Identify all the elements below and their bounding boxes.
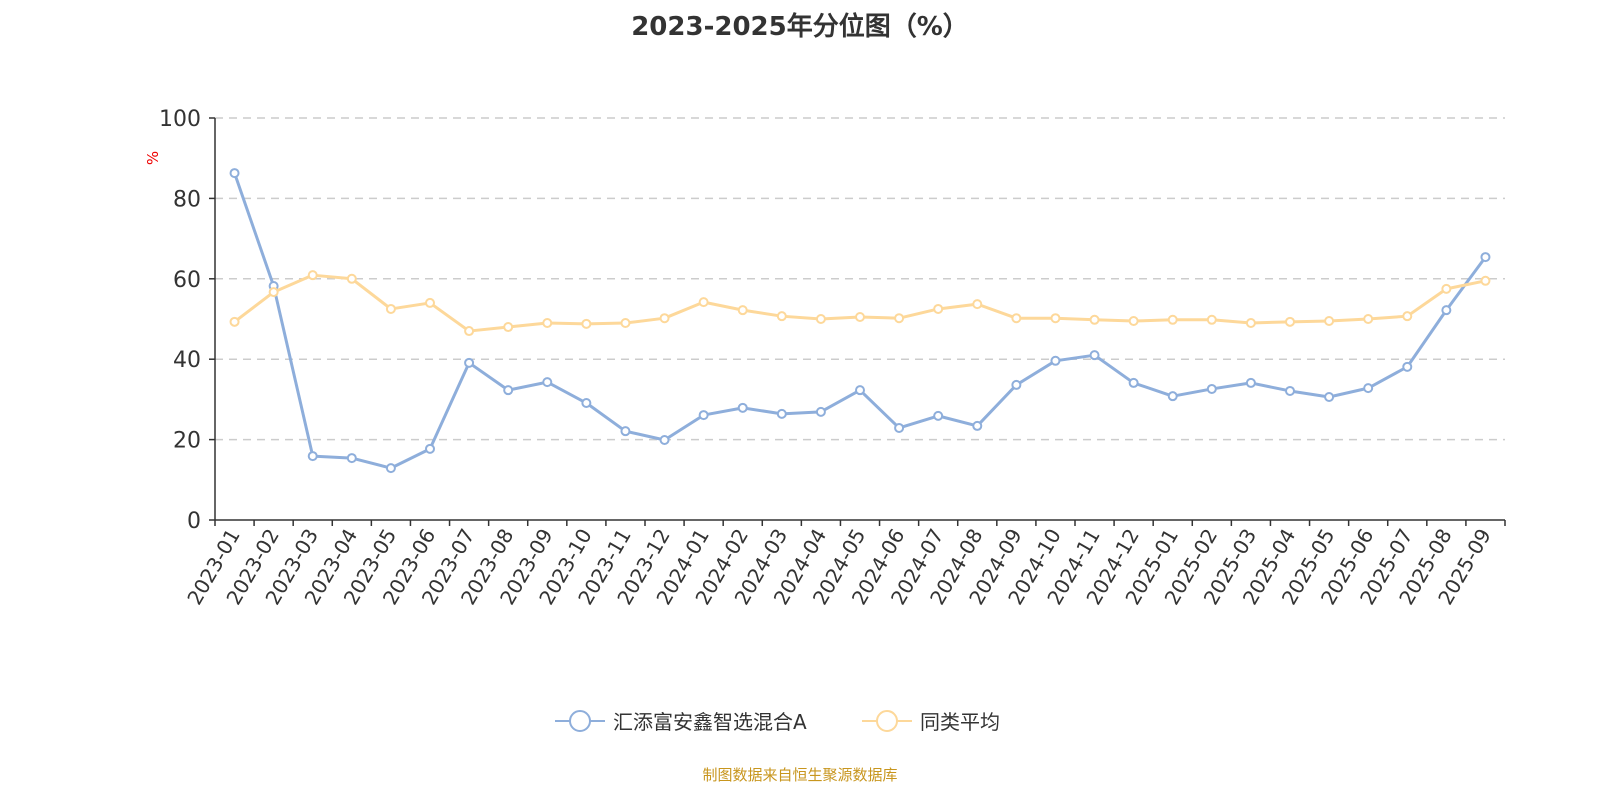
data-point-0 [894, 422, 905, 433]
data-point-0 [1011, 379, 1022, 390]
data-point-0 [346, 453, 357, 464]
y-tick-label: 0 [187, 509, 201, 534]
data-point-1 [1206, 314, 1217, 325]
data-point-1 [1402, 311, 1413, 322]
data-point-1 [307, 270, 318, 281]
data-point-1 [581, 318, 592, 329]
data-point-1 [855, 311, 865, 322]
data-point-1 [542, 318, 553, 329]
legend-label: 汇添富安鑫智选混合A [613, 710, 807, 734]
data-point-1 [1480, 275, 1491, 286]
data-point-0 [1480, 252, 1491, 263]
data-point-0 [972, 420, 983, 431]
data-point-0 [1324, 391, 1335, 402]
y-tick-label: 100 [159, 107, 201, 132]
data-point-1 [1363, 314, 1374, 324]
data-point-1 [503, 322, 514, 333]
data-point-1 [776, 311, 787, 322]
data-point-0 [385, 463, 396, 474]
data-point-0 [425, 443, 435, 454]
data-point-0 [698, 410, 709, 421]
data-point-0 [464, 357, 475, 368]
data-point-0 [1167, 391, 1178, 402]
data-point-0 [503, 385, 514, 396]
data-point-1 [425, 297, 435, 308]
data-point-0 [307, 451, 318, 462]
data-point-0 [776, 408, 787, 419]
data-point-1 [894, 313, 905, 324]
data-point-1 [1050, 313, 1061, 324]
data-point-1 [737, 305, 748, 316]
data-point-1 [815, 314, 826, 324]
data-point-0 [1089, 350, 1100, 361]
data-point-1 [972, 299, 983, 310]
legend-item-fund[interactable]: 汇添富安鑫智选混合A [555, 706, 807, 735]
data-point-1 [1245, 318, 1256, 329]
data-point-1 [1011, 313, 1022, 324]
data-point-1 [385, 303, 396, 314]
y-tick-label: 20 [173, 429, 201, 454]
data-point-1 [698, 297, 709, 308]
data-point-0 [1402, 361, 1413, 372]
data-point-1 [659, 313, 670, 324]
data-point-0 [1128, 377, 1139, 388]
data-point-1 [268, 287, 279, 298]
y-tick-label: 80 [173, 187, 201, 212]
data-point-1 [1324, 316, 1335, 327]
chart-title: 2023-2025年分位图（%） [631, 12, 969, 42]
data-point-0 [855, 385, 865, 396]
data-point-0 [581, 398, 592, 409]
data-point-0 [933, 410, 944, 421]
data-point-1 [933, 303, 944, 314]
data-point-0 [542, 377, 553, 388]
data-point-1 [1167, 314, 1178, 325]
data-source-note: 制图数据来自恒生聚源数据库 [702, 766, 898, 784]
data-point-1 [229, 316, 240, 327]
data-point-0 [737, 402, 748, 413]
data-point-0 [1441, 305, 1452, 316]
data-point-1 [464, 326, 475, 337]
data-point-1 [346, 273, 357, 284]
data-point-0 [1050, 355, 1061, 366]
legend-item-peer-average[interactable]: 同类平均 [862, 706, 1000, 735]
data-point-1 [1441, 283, 1452, 294]
y-axis-label: % [144, 151, 162, 165]
legend-label: 同类平均 [920, 710, 1000, 734]
data-point-1 [1285, 316, 1295, 327]
data-point-0 [229, 168, 240, 179]
data-point-1 [620, 318, 631, 329]
y-tick-label: 40 [173, 348, 201, 373]
data-point-0 [1206, 383, 1217, 394]
series-line-1 [233, 273, 1486, 333]
data-point-0 [815, 406, 826, 417]
data-point-0 [1363, 383, 1374, 394]
y-tick-label: 60 [173, 268, 201, 293]
data-point-0 [1245, 377, 1256, 388]
legend-line-circle-icon [862, 709, 912, 732]
legend-line-circle-icon [555, 709, 605, 732]
data-point-0 [620, 426, 631, 437]
data-point-1 [1089, 314, 1100, 325]
data-point-0 [659, 435, 670, 446]
data-point-0 [1285, 385, 1295, 396]
data-point-1 [1128, 316, 1139, 327]
